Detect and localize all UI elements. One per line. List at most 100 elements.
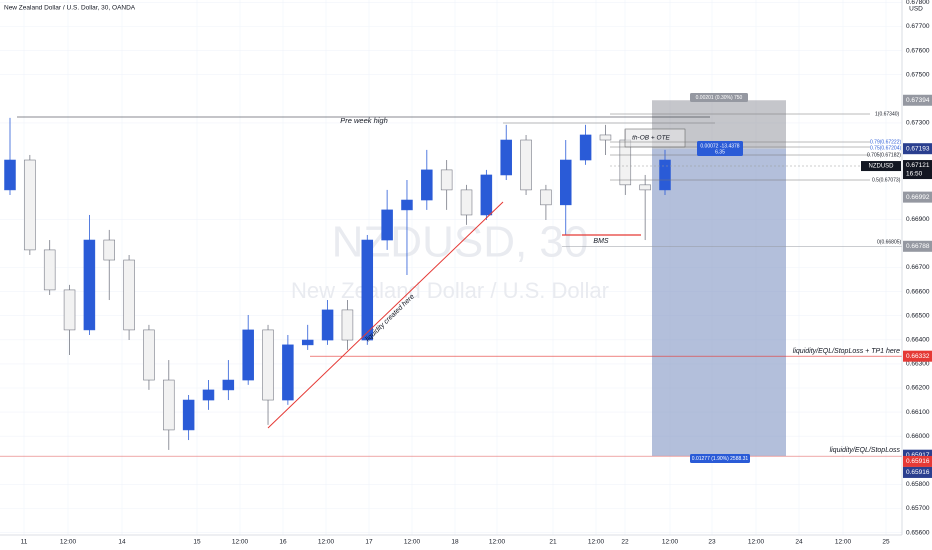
- x-tick-label: 21: [549, 539, 557, 546]
- candle-body: [540, 189, 552, 206]
- y-tick-label: 0.66300: [906, 361, 930, 368]
- candle-body: [520, 139, 532, 191]
- candle-body: [579, 134, 592, 161]
- x-tick-label: 12:00: [748, 539, 765, 546]
- y-tick-label: 0.66900: [906, 216, 930, 223]
- price-tag: [903, 350, 932, 362]
- symbol-label: NZDUSD: [869, 164, 895, 170]
- candle-body: [341, 309, 354, 341]
- price-tag-label: 0.67394: [906, 97, 930, 104]
- candle-body: [559, 159, 572, 206]
- price-tag: [903, 240, 932, 252]
- x-tick-label: 17: [365, 539, 373, 546]
- y-tick-label: 0.67300: [906, 120, 930, 127]
- fib-label: 0(0.66805): [877, 239, 902, 245]
- y-tick-label: 0.65800: [906, 481, 930, 488]
- candle-body: [242, 329, 254, 381]
- x-tick-label: 24: [795, 539, 803, 546]
- x-tick-label: 12:00: [60, 539, 77, 546]
- countdown: 16:50: [906, 170, 923, 177]
- candle-body: [163, 379, 175, 431]
- watermark-symbol: NZDUSD, 30: [332, 218, 589, 267]
- y-tick-label: 0.66100: [906, 409, 930, 416]
- y-tick-label: 0.66700: [906, 264, 930, 271]
- risk-label: 0.00201 (0.30%) 750: [696, 95, 743, 101]
- price-tag: [903, 160, 932, 180]
- x-tick-label: 12:00: [835, 539, 852, 546]
- y-tick-label: 0.66200: [906, 385, 930, 392]
- candle-body: [659, 159, 671, 191]
- y-tick-label: 0.67500: [906, 71, 930, 78]
- annotation: Pre week high: [340, 116, 388, 125]
- candle-body: [222, 379, 235, 391]
- price-tag-label: 0.65916: [906, 469, 930, 476]
- x-tick-label: 12:00: [662, 539, 679, 546]
- y-tick-label: 0.66000: [906, 433, 930, 440]
- x-tick-label: 25: [882, 539, 890, 546]
- candle-body: [480, 174, 493, 216]
- price-tag: [903, 143, 932, 155]
- risk-tag: [690, 93, 748, 102]
- price-tag: [903, 191, 932, 203]
- header: New Zealand Dollar / U.S. Dollar, 30, OA…: [4, 5, 136, 12]
- fib-label: 0.5(0.67073): [872, 177, 901, 183]
- entry-label: 6.35: [715, 149, 725, 155]
- price-tag-label: 0.67121: [906, 162, 930, 169]
- x-tick-label: 12:00: [404, 539, 421, 546]
- x-tick-label: 15: [193, 539, 201, 546]
- price-tag-label: 0.65917: [906, 452, 930, 459]
- x-tick-label: 23: [708, 539, 716, 546]
- price-tag: [903, 455, 932, 467]
- annotation: BMS: [593, 238, 609, 245]
- y-tick-label: 0.67800: [906, 0, 930, 6]
- fib-label: 0.79(0.67222): [870, 139, 901, 145]
- y-tick-label: 0.67700: [906, 23, 930, 30]
- symbol-tag: [861, 161, 901, 172]
- candle-body: [361, 239, 374, 341]
- candle-body: [123, 259, 135, 331]
- candle-body: [321, 309, 334, 341]
- annotation: liquidity/EQL/StopLoss + TP1 here: [793, 348, 900, 355]
- candle-body: [440, 169, 453, 191]
- price-tag-label: 0.67193: [906, 145, 930, 152]
- y-tick-label: 0.66400: [906, 337, 930, 344]
- price-tag: [903, 94, 932, 106]
- candle-body: [421, 169, 433, 201]
- entry-tag: [697, 141, 743, 156]
- candle-body: [500, 139, 512, 176]
- y-tick-label: 0.65700: [906, 505, 930, 512]
- candle-body: [43, 249, 56, 291]
- candle-body: [381, 209, 393, 241]
- price-tag: [903, 466, 932, 478]
- candle-body: [639, 184, 651, 191]
- candle-body: [143, 329, 155, 381]
- reward-tag: [690, 454, 750, 463]
- candle-body: [63, 289, 76, 331]
- price-tag: [903, 449, 932, 461]
- candle-body: [24, 159, 36, 251]
- candle-body: [182, 399, 195, 431]
- y-tick-label: 0.67600: [906, 47, 930, 54]
- currency: USD: [909, 6, 923, 13]
- y-tick-label: 0.66500: [906, 312, 930, 319]
- x-tick-label: 16: [279, 539, 287, 546]
- price-tag-label: 0.66992: [906, 194, 930, 201]
- x-tick-label: 12:00: [318, 539, 335, 546]
- y-tick-label: 0.65600: [906, 529, 930, 536]
- watermark-name: New Zealand Dollar / U.S. Dollar: [291, 278, 609, 303]
- candle-body: [83, 239, 96, 331]
- candle-body: [282, 344, 294, 401]
- candle-body: [401, 199, 413, 211]
- x-tick-label: 12:00: [232, 539, 249, 546]
- fib-label: 1(0.67340): [875, 111, 900, 117]
- fib-label: 0.705(0.67182): [867, 152, 901, 158]
- target-zone: [652, 148, 786, 457]
- candle-body: [4, 159, 16, 191]
- x-tick-label: 12:00: [588, 539, 605, 546]
- annotation: th-OB + OTE: [632, 135, 670, 142]
- price-tag-label: 0.65916: [906, 458, 930, 465]
- x-tick-label: 22: [621, 539, 629, 546]
- x-tick-label: 14: [118, 539, 126, 546]
- candle-body: [301, 339, 314, 346]
